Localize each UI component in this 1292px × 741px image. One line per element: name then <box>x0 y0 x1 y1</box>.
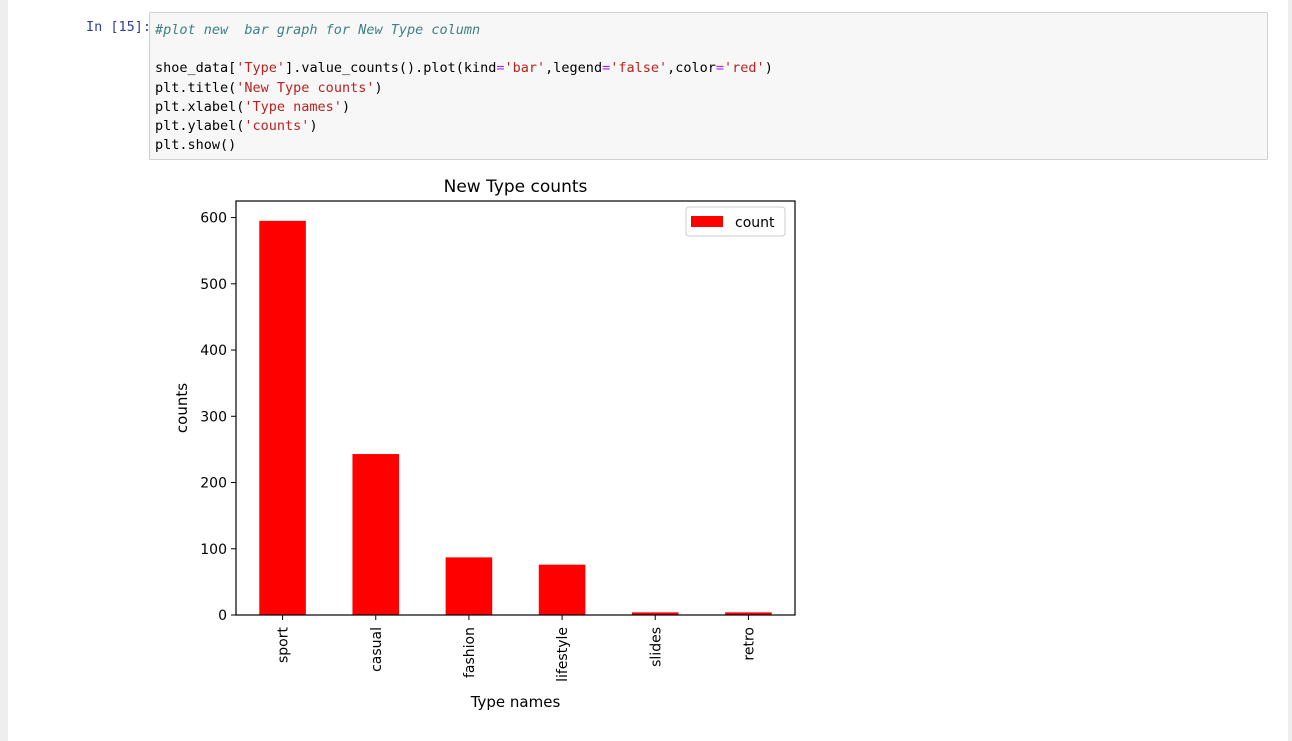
code-line: #plot new bar graph for New Type column <box>155 21 773 40</box>
x-tick-label: sport <box>276 626 292 663</box>
y-tick-label: 100 <box>200 542 227 558</box>
x-axis-label: Type names <box>470 693 561 711</box>
code-token: ) <box>374 79 383 96</box>
code-token: plt.title( <box>155 79 237 96</box>
code-token: = <box>496 60 505 77</box>
bar-slides <box>631 612 679 615</box>
code-line: plt.show() <box>155 136 773 155</box>
code-token: plt.ylabel( <box>155 117 245 134</box>
code-line <box>155 40 773 59</box>
bar-fashion <box>445 557 493 615</box>
code-token: ) <box>309 117 318 134</box>
code-token: 'New Type counts' <box>236 79 375 96</box>
legend-swatch <box>691 216 723 227</box>
code-token: ) <box>764 60 773 77</box>
code-line: plt.xlabel('Type names') <box>155 98 773 117</box>
code-token: 'Type' <box>236 60 286 77</box>
code-token: 'red' <box>724 60 765 77</box>
code-input-cell[interactable]: #plot new bar graph for New Type column s… <box>149 12 1268 160</box>
plot-frame <box>235 200 796 616</box>
y-tick-label: 500 <box>200 277 227 293</box>
bar-retro <box>725 612 772 615</box>
code-token: = <box>602 60 611 77</box>
output-area: New Type counts 0 100 200 300 400 500 600 sport c… <box>149 166 849 726</box>
x-tick-label: slides <box>648 627 664 667</box>
code-line: plt.ylabel('counts') <box>155 117 773 136</box>
legend-label: count <box>735 215 775 231</box>
code-token: #plot new bar graph for New Type column <box>155 22 481 38</box>
bar-casual <box>352 454 400 615</box>
y-tick-label: 200 <box>200 476 227 492</box>
code-token: ,legend <box>545 60 603 77</box>
bar-lifestyle <box>538 564 586 615</box>
code-token: ].value_counts().plot(kind <box>285 60 497 77</box>
code-token: ) <box>341 98 351 115</box>
y-axis-label: counts <box>173 383 191 433</box>
legend-box <box>685 206 786 237</box>
x-tick-label: retro <box>741 627 757 661</box>
code-token: 'bar' <box>504 60 546 77</box>
y-tick-label: 400 <box>200 343 227 359</box>
code-token: shoe_data[ <box>155 60 237 77</box>
code-token: plt.show() <box>155 137 237 154</box>
y-tick-label: 300 <box>200 409 227 425</box>
notebook-page: In [15]: #plot new bar graph for New Typ… <box>8 0 1288 741</box>
code-token: 'false' <box>610 60 668 77</box>
chart-title: New Type counts <box>444 177 588 197</box>
code-token: = <box>715 60 725 77</box>
code-token: 'Type names' <box>244 98 342 115</box>
y-tick-label: 0 <box>218 608 227 624</box>
y-tick-label: 600 <box>200 211 227 227</box>
code-editor[interactable]: #plot new bar graph for New Type column s… <box>155 21 773 155</box>
x-tick-label: fashion <box>462 627 478 678</box>
code-token: 'counts' <box>244 117 310 134</box>
bar-chart: New Type counts 0 100 200 300 400 500 600 sport c… <box>173 177 796 711</box>
x-tick-label: casual <box>369 627 385 672</box>
bar-sport <box>259 220 306 615</box>
code-line: shoe_data['Type'].value_counts().plot(ki… <box>155 59 773 78</box>
code-line: plt.title('New Type counts') <box>155 79 773 98</box>
x-tick-label: lifestyle <box>555 627 571 682</box>
code-token: plt.xlabel( <box>155 98 245 115</box>
input-prompt: In [15]: <box>85 19 151 35</box>
code-token: ,color <box>667 60 716 77</box>
